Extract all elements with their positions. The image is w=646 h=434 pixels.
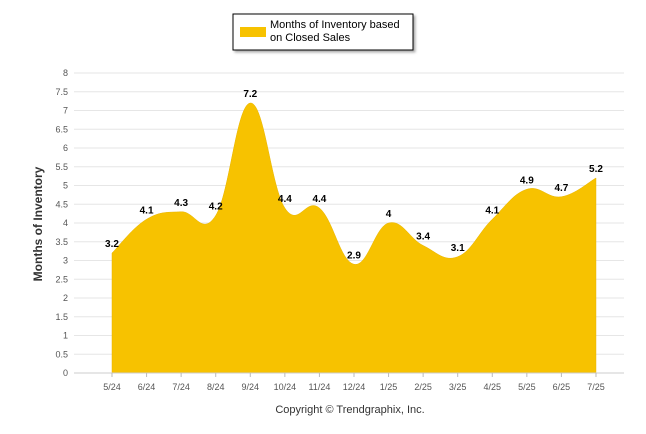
x-tick-label: 2/25 [414, 382, 432, 392]
x-tick-label: 7/25 [587, 382, 605, 392]
copyright-text: Copyright © Trendgraphix, Inc. [275, 404, 424, 416]
y-tick-label: 0 [63, 368, 68, 378]
data-label: 3.4 [416, 232, 430, 243]
x-tick-label: 5/25 [518, 382, 536, 392]
y-tick-label: 5.5 [55, 162, 68, 172]
x-tick-label: 11/24 [308, 382, 330, 392]
y-tick-label: 4 [63, 218, 68, 228]
y-tick-label: 1.5 [55, 312, 68, 322]
x-tick-label: 4/25 [484, 382, 502, 392]
data-label: 7.2 [243, 89, 257, 100]
y-tick-label: 3 [63, 256, 68, 266]
data-label: 4 [386, 209, 392, 220]
series-area [111, 102, 597, 374]
y-tick-label: 2 [63, 293, 68, 303]
legend-swatch [240, 27, 266, 37]
x-tick-label: 7/24 [172, 382, 190, 392]
data-label: 4.1 [140, 205, 154, 216]
x-axis-ticks: 5/24 6/24 7/24 8/24 9/24 10/24 11/24 12/24 1/25 2… [103, 373, 605, 392]
x-tick-label: 8/24 [207, 382, 225, 392]
data-label: 5.2 [589, 164, 603, 175]
x-tick-label: 6/25 [553, 382, 571, 392]
data-label: 4.3 [174, 198, 188, 209]
data-label: 2.9 [347, 250, 361, 261]
y-tick-label: 1 [63, 331, 68, 341]
data-label: 4.4 [312, 194, 326, 205]
y-tick-label: 3.5 [55, 237, 68, 247]
y-tick-label: 4.5 [55, 199, 68, 209]
data-label: 4.2 [209, 202, 223, 213]
legend-label-line1: Months of Inventory based [270, 19, 400, 31]
y-axis-ticks: 0 0.5 1 1.5 2 2.5 3 3.5 4 4.5 5 5.5 6 6.5 7 7.5 8 [55, 68, 68, 378]
x-tick-label: 12/24 [343, 382, 366, 392]
y-tick-label: 6 [63, 143, 68, 153]
y-tick-label: 6.5 [55, 124, 68, 134]
data-label: 4.1 [485, 205, 499, 216]
data-labels: 3.2 4.1 4.3 4.2 7.2 4.4 4.4 2.9 4 3.4 3.1 4.1 4.9 4.7… [105, 89, 603, 261]
y-tick-label: 7.5 [55, 87, 68, 97]
data-label: 3.1 [451, 243, 465, 254]
y-tick-label: 7 [63, 106, 68, 116]
legend-label-line2: on Closed Sales [270, 32, 351, 44]
x-tick-label: 1/25 [380, 382, 398, 392]
y-tick-label: 8 [63, 68, 68, 78]
x-tick-label: 9/24 [242, 382, 260, 392]
y-tick-label: 5 [63, 181, 68, 191]
data-label: 3.2 [105, 239, 119, 250]
data-label: 4.7 [554, 183, 568, 194]
x-tick-label: 3/25 [449, 382, 467, 392]
legend: Months of Inventory based on Closed Sale… [232, 13, 414, 51]
x-tick-label: 6/24 [138, 382, 156, 392]
x-tick-label: 5/24 [103, 382, 121, 392]
y-axis-title: Months of Inventory [31, 166, 45, 281]
data-label: 4.9 [520, 175, 534, 186]
data-label: 4.4 [278, 194, 292, 205]
y-tick-label: 2.5 [55, 274, 68, 284]
x-tick-label: 10/24 [274, 382, 297, 392]
y-tick-label: 0.5 [55, 349, 68, 359]
